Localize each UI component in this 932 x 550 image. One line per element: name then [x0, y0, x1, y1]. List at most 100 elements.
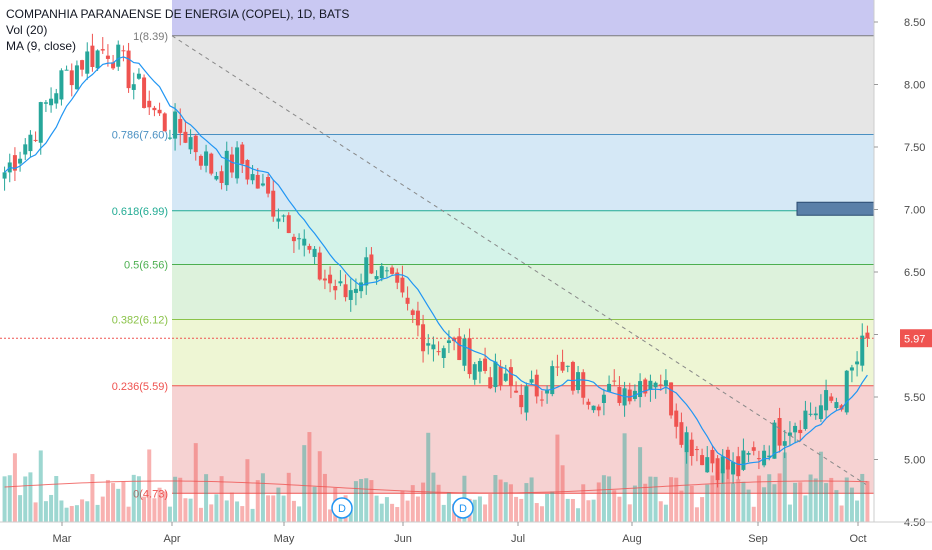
candle-body[interactable]	[322, 278, 327, 281]
candle-body[interactable]	[136, 73, 141, 79]
candle-body[interactable]	[767, 455, 772, 458]
candle-body[interactable]	[508, 367, 513, 387]
candle-body[interactable]	[467, 338, 472, 375]
candle-body[interactable]	[710, 449, 715, 464]
candle-body[interactable]	[741, 450, 746, 470]
candle-body[interactable]	[581, 372, 586, 398]
candle-body[interactable]	[607, 383, 612, 392]
candle-body[interactable]	[818, 405, 823, 419]
candle-body[interactable]	[560, 361, 565, 371]
candle-body[interactable]	[312, 248, 317, 257]
candle-body[interactable]	[219, 171, 224, 183]
candle-body[interactable]	[297, 238, 302, 240]
candle-body[interactable]	[669, 382, 674, 416]
candle-body[interactable]	[483, 358, 488, 371]
candle-body[interactable]	[286, 215, 291, 234]
candle-body[interactable]	[855, 361, 860, 365]
candle-body[interactable]	[18, 158, 23, 164]
candle-body[interactable]	[839, 405, 844, 410]
candle-body[interactable]	[12, 155, 17, 171]
candle-body[interactable]	[229, 154, 234, 173]
trend-line[interactable]	[171, 35, 867, 485]
candle-body[interactable]	[720, 456, 725, 474]
candle-body[interactable]	[281, 215, 286, 217]
candle-body[interactable]	[80, 60, 85, 70]
candle-body[interactable]	[343, 284, 348, 298]
candle-body[interactable]	[570, 361, 575, 391]
candle-body[interactable]	[658, 384, 663, 386]
candle-body[interactable]	[441, 348, 446, 359]
candle-body[interactable]	[663, 380, 668, 387]
candle-body[interactable]	[74, 65, 79, 90]
candle-body[interactable]	[849, 367, 854, 371]
candle-body[interactable]	[865, 332, 870, 339]
candle-body[interactable]	[245, 160, 250, 180]
candle-body[interactable]	[400, 277, 405, 293]
candle-body[interactable]	[519, 395, 524, 408]
volume-indicator-label[interactable]: Vol (20)	[6, 23, 48, 37]
candle-body[interactable]	[23, 144, 28, 155]
candle-body[interactable]	[162, 113, 167, 132]
candle-body[interactable]	[782, 441, 787, 446]
candle-body[interactable]	[674, 410, 679, 427]
candle-body[interactable]	[374, 276, 379, 280]
candle-body[interactable]	[116, 44, 121, 67]
candle-body[interactable]	[462, 338, 467, 366]
candle-body[interactable]	[529, 379, 534, 383]
candle-body[interactable]	[250, 174, 255, 181]
candle-body[interactable]	[477, 360, 482, 372]
candle-body[interactable]	[307, 245, 312, 250]
candle-body[interactable]	[586, 401, 591, 405]
candle-body[interactable]	[751, 447, 756, 451]
candle-body[interactable]	[565, 365, 570, 367]
candle-body[interactable]	[777, 418, 782, 446]
candle-body[interactable]	[638, 381, 643, 398]
candle-body[interactable]	[679, 422, 684, 445]
candle-body[interactable]	[333, 285, 338, 291]
candle-body[interactable]	[601, 394, 606, 403]
candle-body[interactable]	[700, 455, 705, 466]
candle-body[interactable]	[126, 50, 131, 89]
price-axis[interactable]	[874, 0, 932, 550]
candle-body[interactable]	[328, 274, 333, 284]
candle-body[interactable]	[694, 449, 699, 451]
candle-body[interactable]	[178, 118, 183, 133]
candle-body[interactable]	[193, 135, 198, 153]
candle-body[interactable]	[183, 131, 188, 143]
candle-body[interactable]	[2, 172, 7, 179]
candle-body[interactable]	[390, 267, 395, 274]
candle-body[interactable]	[756, 458, 761, 460]
candle-body[interactable]	[545, 390, 550, 394]
candle-body[interactable]	[240, 144, 245, 164]
candle-body[interactable]	[787, 432, 792, 436]
candle-body[interactable]	[431, 344, 436, 350]
candle-body[interactable]	[353, 288, 358, 293]
candle-body[interactable]	[291, 236, 296, 242]
candle-body[interactable]	[28, 134, 33, 152]
candle-body[interactable]	[95, 50, 100, 69]
candle-body[interactable]	[369, 254, 374, 274]
candle-body[interactable]	[684, 432, 689, 453]
candle-body[interactable]	[612, 380, 617, 382]
candle-body[interactable]	[596, 406, 601, 411]
candle-body[interactable]	[142, 77, 147, 108]
candle-body[interactable]	[627, 389, 632, 402]
candle-body[interactable]	[524, 386, 529, 413]
candle-body[interactable]	[255, 174, 260, 189]
candle-body[interactable]	[157, 109, 162, 114]
candle-body[interactable]	[705, 457, 710, 473]
candle-body[interactable]	[359, 282, 364, 292]
dividend-marker[interactable]	[452, 497, 474, 519]
candle-body[interactable]	[405, 297, 410, 304]
candle-body[interactable]	[69, 70, 74, 86]
candle-body[interactable]	[224, 150, 229, 186]
candle-body[interactable]	[746, 453, 751, 455]
candle-body[interactable]	[762, 450, 767, 466]
candle-body[interactable]	[736, 456, 741, 477]
candle-body[interactable]	[803, 410, 808, 429]
candle-body[interactable]	[49, 98, 54, 106]
candle-body[interactable]	[276, 218, 281, 222]
candle-body[interactable]	[725, 449, 730, 470]
candle-body[interactable]	[472, 364, 477, 380]
